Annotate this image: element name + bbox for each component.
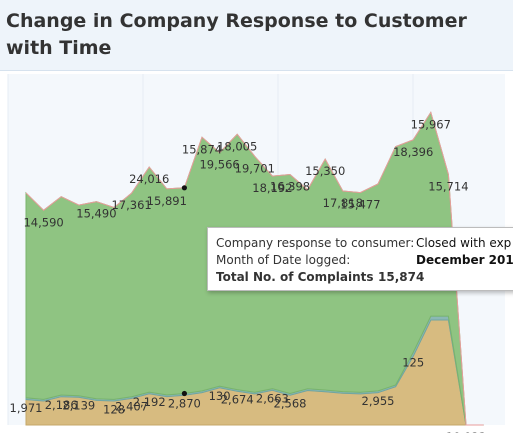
top-data-label-15: 16,398 <box>270 180 310 194</box>
top-data-label-22: 18,396 <box>393 145 433 159</box>
bottom-data-label-22: 125 <box>402 355 424 369</box>
tooltip: Company response to consumer: Closed wit… <box>207 227 513 291</box>
top-data-label-23: 15,967 <box>411 117 451 131</box>
top-data-label-19: 15,477 <box>340 198 380 212</box>
top-data-label-11: 19,566 <box>199 158 239 172</box>
top-data-label-14: 18,192 <box>252 181 292 195</box>
top-data-label-6: 17,361 <box>111 198 151 212</box>
top-data-label-1: 14,590 <box>23 215 63 229</box>
top-data-label-10: 15,874 <box>182 142 222 156</box>
top-data-label-18: 17,818 <box>323 196 363 210</box>
tooltip-response-value: Closed with exp <box>416 236 512 250</box>
bottom-data-label-2: 2,186 <box>45 398 78 412</box>
bottom-data-label-11: 130 <box>209 389 231 403</box>
highlight-point-bottom <box>181 390 187 397</box>
top-data-label-7: 24,016 <box>129 172 169 186</box>
chart-title: Change in Company Response to Customer w… <box>6 10 467 59</box>
series-area-3 <box>25 111 484 426</box>
bottom-data-label-9: 2,870 <box>168 397 201 411</box>
chart-header: Change in Company Response to Customer w… <box>0 0 513 71</box>
bottom-data-label-12: 2,674 <box>221 393 254 407</box>
bottom-data-label-5: 128 <box>103 402 125 416</box>
tooltip-total-label: Total No. of Complaints <box>216 270 374 284</box>
tooltip-total-value: 15,874 <box>378 270 425 284</box>
bottom-data-label-14: 2,663 <box>256 392 289 406</box>
bottom-data-label-7: 2,192 <box>133 395 166 409</box>
tooltip-response-label: Company response to consumer: <box>216 236 415 250</box>
bottom-data-label-0: 1,971 <box>10 401 43 415</box>
highlight-point-top <box>181 185 187 191</box>
tooltip-month-value: December 2017 <box>416 253 513 267</box>
tooltip-month-label: Month of Date logged: <box>216 253 351 267</box>
bottom-data-label-3: 2,139 <box>62 399 95 413</box>
bottom-data-label-20: 2,955 <box>362 394 395 408</box>
top-data-label-8: 15,891 <box>147 194 187 208</box>
top-data-label-13: 19,701 <box>235 161 275 175</box>
bottom-data-label-15: 2,568 <box>274 397 307 411</box>
top-data-label-12: 18,005 <box>217 139 257 153</box>
bottom-data-label-6: 2,407 <box>115 400 148 414</box>
top-data-label-4: 15,490 <box>76 207 116 221</box>
top-data-label-25: 10,923 <box>446 430 486 433</box>
top-data-label-24: 15,714 <box>428 180 468 194</box>
top-data-label-17: 15,350 <box>305 164 345 178</box>
